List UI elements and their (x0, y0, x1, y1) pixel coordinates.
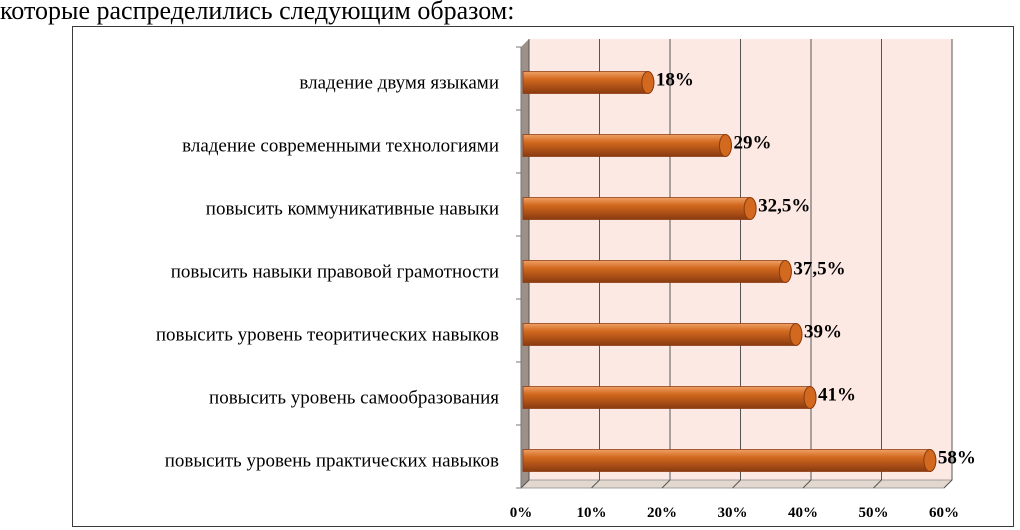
bar-body (522, 386, 817, 409)
bar (522, 449, 937, 472)
bar-cap (803, 386, 817, 409)
bar (522, 197, 757, 220)
floor-gridline (732, 479, 741, 489)
bar-body (522, 134, 732, 157)
bar-cap (789, 323, 803, 346)
bar-cap (718, 134, 732, 157)
category-label: владение современными технологиями (182, 136, 499, 157)
data-label: 37,5% (793, 259, 845, 280)
category-label: повысить уровень практических навыков (165, 451, 499, 472)
bar (522, 386, 817, 409)
data-label: 41% (818, 385, 856, 406)
bar (522, 71, 655, 94)
category-label: повысить коммуникативные навыки (206, 199, 499, 220)
bar-cap (923, 449, 937, 472)
bar (522, 323, 803, 346)
category-label: повысить уровень самообразования (209, 388, 499, 409)
floor-gridline (873, 479, 882, 489)
floor-gridline (943, 479, 953, 489)
floor-gridline (520, 479, 530, 489)
category-label: владение двумя языками (299, 73, 499, 94)
category-label: повысить уровень теоритических навыков (156, 325, 499, 346)
bar-cap (743, 197, 757, 220)
x-tick-label: 40% (788, 505, 818, 521)
bar-body (522, 71, 655, 94)
floor-gridline (661, 479, 671, 489)
bar (522, 134, 732, 157)
x-tick-label: 30% (718, 505, 748, 521)
data-label: 29% (733, 133, 771, 154)
bar-cap (641, 71, 655, 94)
bar-body (522, 449, 937, 472)
bar (522, 260, 792, 283)
x-tick-label: 50% (859, 505, 889, 521)
category-label: повысить навыки правовой грамотности (171, 262, 499, 283)
floor-gridline (802, 479, 812, 489)
x-tick-label: 60% (929, 505, 959, 521)
floor-gridline (591, 479, 600, 489)
bar-body (522, 323, 803, 346)
data-label: 39% (804, 322, 842, 343)
bar-body (522, 197, 757, 220)
x-tick-label: 0% (510, 505, 533, 521)
data-label: 58% (938, 448, 976, 469)
intro-text: которые распределились следующим образом… (0, 0, 515, 25)
data-label: 18% (656, 70, 694, 91)
x-tick-label: 10% (577, 505, 607, 521)
x-tick-label: 20% (647, 505, 677, 521)
bar-body (522, 260, 792, 283)
data-label: 32,5% (758, 196, 810, 217)
bar-cap (778, 260, 792, 283)
